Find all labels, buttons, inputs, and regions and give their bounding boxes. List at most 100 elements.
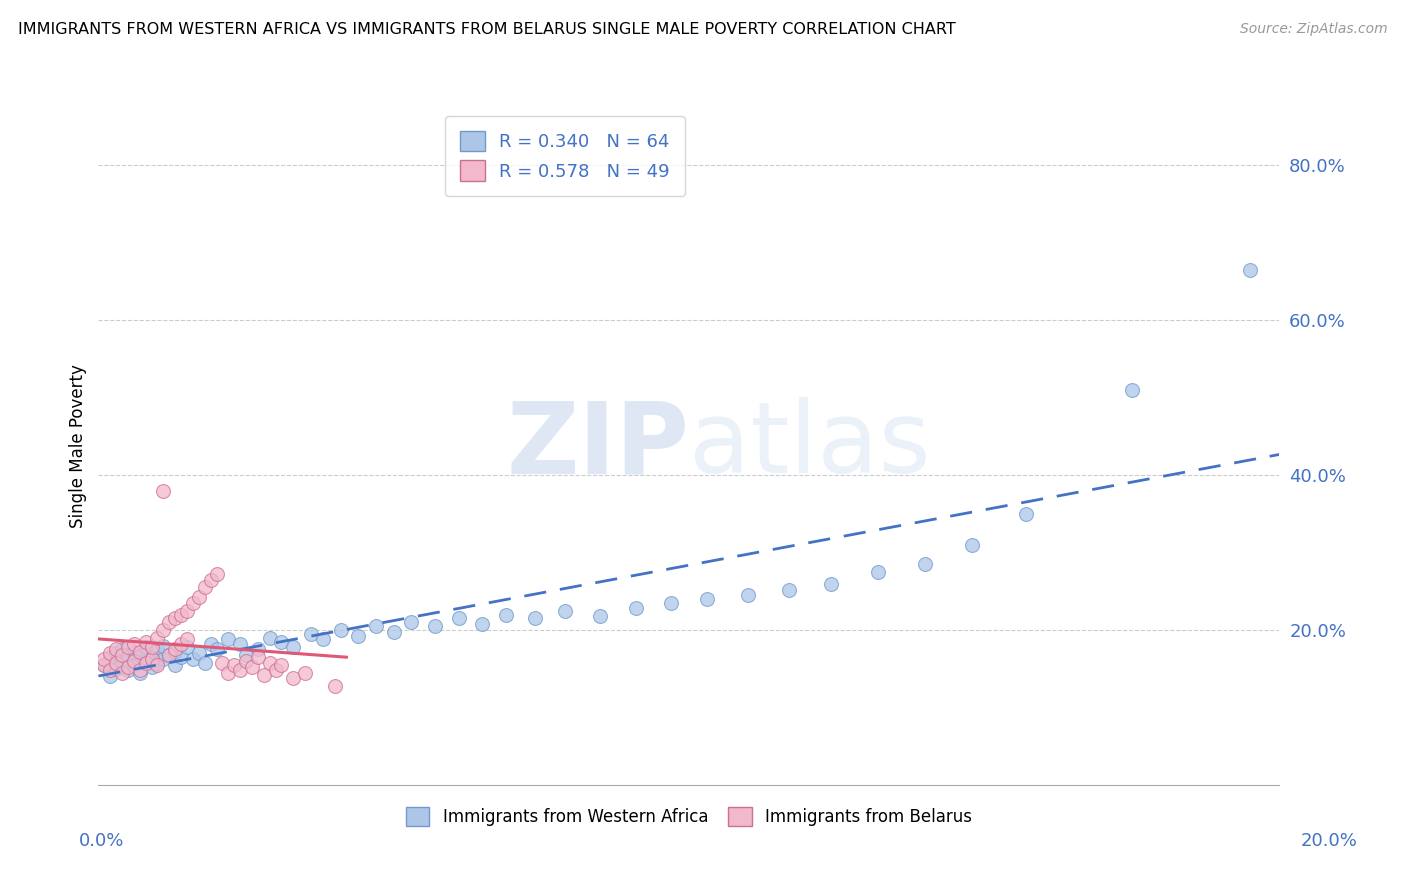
Point [447,611,470,625]
Point [105,646,128,660]
Point [117,660,139,674]
Point [187,646,209,660]
Point [135,640,157,654]
Point [235,648,257,662]
Point [152,483,174,498]
Point [778,582,800,597]
Point [98,650,121,665]
Point [312,632,335,647]
Point [659,596,682,610]
Point [105,656,128,670]
Point [105,642,128,657]
Point [820,576,842,591]
Point [152,639,174,653]
Point [329,623,352,637]
Point [347,629,370,643]
Point [111,665,134,680]
Point [141,660,163,674]
Point [211,656,233,670]
Point [176,604,198,618]
Point [253,668,276,682]
Point [93,652,115,666]
Point [122,637,145,651]
Point [146,657,169,672]
Point [229,663,252,677]
Point [105,662,128,676]
Point [141,652,163,666]
Point [589,609,612,624]
Point [146,642,169,657]
Point [962,538,984,552]
Point [1239,262,1261,277]
Point [264,663,287,677]
Point [98,646,121,660]
Point [93,657,115,672]
Point [146,656,169,670]
Point [146,631,169,645]
Point [122,645,145,659]
Point [235,654,257,668]
Point [1121,383,1143,397]
Point [98,669,121,683]
Legend: Immigrants from Western Africa, Immigrants from Belarus: Immigrants from Western Africa, Immigran… [398,798,980,834]
Point [117,663,139,677]
Point [217,632,239,647]
Point [98,663,121,677]
Point [259,656,281,670]
Text: 0.0%: 0.0% [79,832,124,850]
Point [128,663,150,677]
Point [737,588,759,602]
Point [176,632,198,647]
Point [111,642,134,657]
Point [141,650,163,665]
Point [117,640,139,654]
Point [157,648,180,662]
Point [165,611,187,625]
Point [111,654,134,668]
Point [152,623,174,637]
Point [270,634,292,648]
Point [364,619,387,633]
Text: IMMIGRANTS FROM WESTERN AFRICA VS IMMIGRANTS FROM BELARUS SINGLE MALE POVERTY CO: IMMIGRANTS FROM WESTERN AFRICA VS IMMIGR… [18,22,956,37]
Point [128,648,150,662]
Point [240,660,263,674]
Point [401,615,423,630]
Point [194,656,217,670]
Point [157,648,180,662]
Point [299,627,322,641]
Point [152,652,174,666]
Point [524,611,547,625]
Point [170,607,193,622]
Point [122,657,145,672]
Point [157,615,180,630]
Point [217,665,239,680]
Point [471,616,494,631]
Point [382,624,405,639]
Point [866,565,889,579]
Point [200,637,222,651]
Point [423,619,446,633]
Point [176,640,198,654]
Point [246,650,269,665]
Point [141,640,163,654]
Point [135,654,157,668]
Point [229,637,252,651]
Point [205,567,228,582]
Point [294,665,316,680]
Point [165,657,187,672]
Point [117,648,139,662]
Text: Source: ZipAtlas.com: Source: ZipAtlas.com [1240,22,1388,37]
Point [128,645,150,659]
Point [495,607,517,622]
Point [181,596,204,610]
Point [135,656,157,670]
Text: atlas: atlas [689,398,931,494]
Point [93,657,115,672]
Point [259,631,281,645]
Point [165,645,187,659]
Point [624,601,647,615]
Point [122,654,145,668]
Point [1014,507,1036,521]
Point [224,657,246,672]
Point [194,581,217,595]
